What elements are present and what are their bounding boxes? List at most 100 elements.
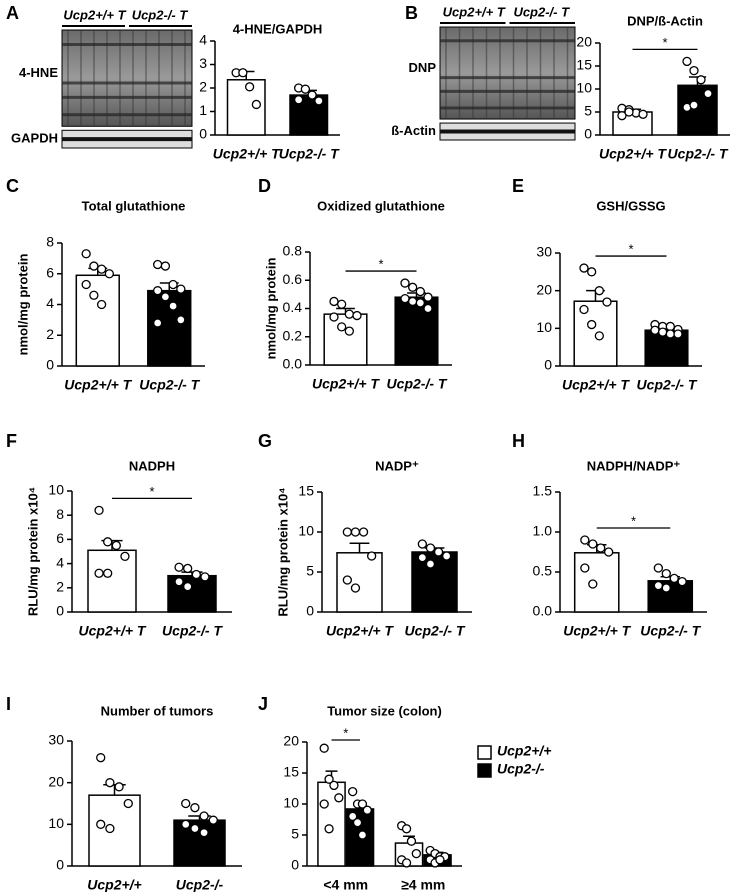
data-point (362, 805, 372, 815)
data-point (181, 798, 191, 809)
y-tick-label: 1.5 (533, 483, 553, 499)
x-tick-label: Ucp2+/+ T (312, 376, 380, 392)
data-point (689, 100, 699, 110)
panel-letter: H (512, 431, 525, 451)
data-point (352, 310, 362, 321)
chart-title: Total glutathione (82, 198, 186, 213)
data-point (176, 284, 186, 294)
chart-title: NADP⁺ (375, 458, 419, 473)
data-point (658, 327, 668, 337)
significance-label: * (631, 513, 636, 528)
data-point (81, 279, 91, 290)
y-tick-label: 5 (291, 826, 299, 842)
y-tick-label: 0 (56, 603, 64, 619)
data-point (703, 88, 713, 99)
data-point (168, 279, 178, 290)
data-point (441, 551, 452, 561)
significance-label: * (662, 35, 667, 50)
x-tick-label: Ucp2-/- T (139, 377, 200, 393)
x-tick-label: Ucp2-/- (176, 877, 224, 892)
band-label: GAPDH (11, 131, 58, 146)
y-tick-label: 6 (46, 264, 54, 280)
y-tick-label: 0.8 (283, 243, 303, 259)
chart-title: NADPH (129, 458, 175, 473)
x-tick-label: Ucp2-/- T (279, 146, 340, 162)
significance-label: * (149, 484, 154, 499)
data-point (160, 261, 171, 271)
data-point (653, 563, 663, 573)
y-tick-label: 2 (199, 79, 207, 95)
data-point (682, 56, 692, 67)
panel-letter: C (6, 176, 19, 196)
y-tick-label: 15 (283, 764, 299, 780)
data-point (415, 286, 425, 297)
bar (147, 289, 192, 367)
y-tick-label: 0 (46, 357, 54, 373)
data-point (123, 798, 133, 809)
y-tick-label: 2 (46, 326, 54, 342)
data-point (94, 505, 104, 516)
blot-image (61, 29, 193, 127)
data-point (415, 298, 425, 308)
legend-label: Ucp2-/- (497, 761, 545, 777)
y-tick-label: 20 (576, 34, 592, 50)
data-point (337, 322, 347, 332)
data-point (638, 109, 648, 119)
bar (323, 313, 368, 366)
y-axis-label: RLU/mg protein x10⁴ (25, 487, 40, 616)
data-point (357, 799, 368, 809)
y-tick-label: 20 (48, 773, 64, 789)
data-point (329, 296, 339, 307)
data-point (176, 315, 186, 325)
data-point (342, 575, 353, 585)
data-point (342, 527, 353, 537)
y-tick-label: 10 (298, 523, 314, 539)
data-point (293, 95, 304, 105)
band-label: 4-HNE (19, 65, 58, 80)
data-point (307, 90, 317, 100)
data-point (408, 296, 418, 307)
data-point (650, 325, 660, 335)
data-point (579, 263, 589, 273)
data-point (411, 848, 421, 859)
chart-title: Number of tumors (101, 703, 214, 718)
data-point (103, 537, 113, 547)
x-tick-label: Ucp2+/+ T (326, 623, 394, 639)
x-tick-label: Ucp2+/+ (87, 877, 141, 892)
y-tick-label: 15 (298, 483, 314, 499)
data-point (665, 329, 675, 339)
data-point (417, 539, 428, 549)
data-point (594, 331, 604, 341)
data-point (238, 68, 248, 78)
y-axis-label: nmol/mg protein (263, 258, 278, 360)
data-point (344, 326, 354, 336)
data-point (689, 65, 699, 76)
legend-label: Ucp2+/+ (497, 743, 551, 759)
data-point (406, 836, 417, 846)
blot-header: Ucp2+/+ T (63, 7, 126, 22)
chart-title: Oxidized glutathione (317, 198, 445, 213)
y-tick-label: 0.2 (283, 327, 303, 343)
data-point (174, 577, 184, 587)
data-point (199, 811, 209, 821)
x-tick-label: Ucp2-/- T (668, 146, 729, 162)
y-tick-label: 10 (536, 319, 552, 335)
y-tick-label: 15 (576, 57, 592, 73)
data-point (423, 292, 433, 302)
bar (87, 549, 137, 613)
data-point (314, 96, 324, 106)
data-point (319, 743, 329, 753)
x-tick-label: Ucp2-/- T (405, 623, 466, 639)
data-point (425, 543, 436, 553)
data-point (587, 267, 597, 277)
data-point (168, 301, 178, 311)
y-tick-label: 30 (536, 244, 552, 260)
y-tick-label: 0.4 (283, 299, 303, 315)
y-tick-label: 10 (283, 795, 299, 811)
data-point (580, 563, 590, 573)
data-point (114, 782, 124, 792)
data-point (594, 286, 604, 296)
blot-header: Ucp2-/- T (513, 4, 570, 19)
data-point (89, 290, 99, 300)
data-point (103, 568, 113, 578)
